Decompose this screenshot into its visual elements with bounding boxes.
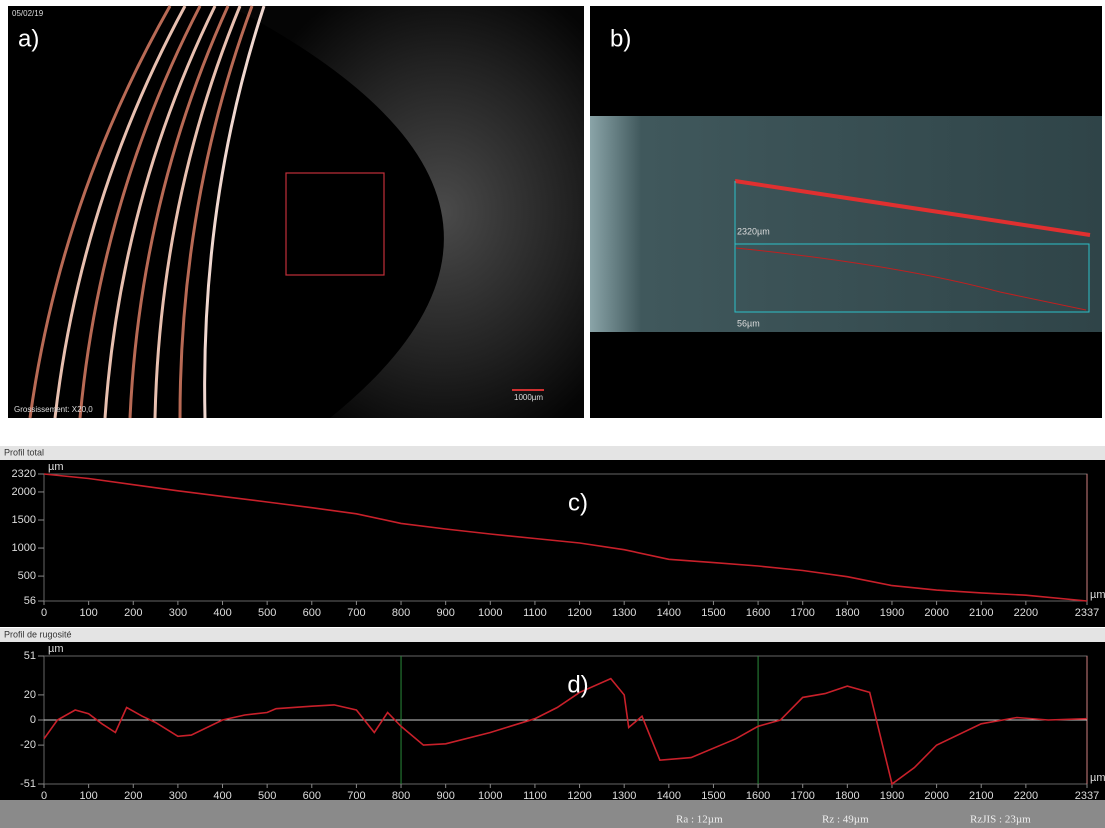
x-tick-label: 2000 [924, 790, 948, 802]
x-tick-label: 200 [124, 790, 142, 802]
x-tick-label: 0 [41, 790, 47, 802]
profile-line [43, 677, 1088, 786]
x-tick-label: 1600 [746, 790, 770, 802]
y-unit: µm [48, 643, 64, 655]
profile-trace [735, 247, 1087, 311]
y-tick-label: 51 [24, 650, 36, 662]
x-unit: µm [1090, 772, 1105, 784]
x-tick-label: 800 [392, 790, 410, 802]
x-tick-label: 1000 [478, 790, 502, 802]
x-tick-label: 500 [258, 790, 276, 802]
profile-line [43, 473, 1088, 602]
chart-bg [0, 642, 1105, 810]
section-title: Profil de rugosité [4, 629, 72, 639]
x-tick-label: 2337 [1075, 607, 1099, 619]
x-tick-label: 1700 [790, 790, 814, 802]
x-tick-label: 1300 [612, 790, 636, 802]
x-tick-label: 500 [258, 607, 276, 619]
x-tick-label: 1400 [657, 790, 681, 802]
chart-bg [0, 460, 1105, 627]
x-tick-label: 1100 [523, 790, 547, 802]
y-tick-label: -51 [20, 778, 36, 790]
x-tick-label: 1800 [835, 607, 859, 619]
zoom-box [285, 172, 385, 276]
copper-rings [28, 5, 266, 419]
x-tick-label: 1200 [567, 607, 591, 619]
profile-box [734, 243, 1090, 313]
length-label: 2320µm [737, 226, 770, 236]
x-tick-label: 400 [213, 607, 231, 619]
rz: Rz : 49µm [822, 814, 869, 826]
panel-label: d) [567, 671, 588, 698]
x-tick-label: 1900 [880, 790, 904, 802]
x-tick-label: 1700 [790, 607, 814, 619]
x-tick-label: 2100 [969, 607, 993, 619]
x-tick-label: 800 [392, 607, 410, 619]
gap [0, 420, 1105, 446]
panel-label: c) [568, 489, 588, 516]
x-tick-label: 300 [169, 790, 187, 802]
y-tick-label: 0 [30, 714, 36, 726]
y-tick-label: -20 [20, 739, 36, 751]
y-tick-label: 2000 [12, 486, 36, 498]
section-title: Profil total [4, 447, 44, 457]
panel-b: b) 2320µm 56µm [590, 6, 1102, 418]
x-tick-label: 2100 [969, 790, 993, 802]
x-tick-label: 100 [79, 607, 97, 619]
panel-a: 05/02/19 a) Grossissement: X20,0 1000µm [8, 5, 584, 419]
x-tick-label: 1100 [523, 607, 547, 619]
x-tick-label: 0 [41, 607, 47, 619]
x-tick-label: 600 [303, 607, 321, 619]
x-tick-label: 700 [347, 607, 365, 619]
x-tick-label: 1800 [835, 790, 859, 802]
x-tick-label: 2337 [1075, 790, 1099, 802]
y-tick-label: 1000 [12, 542, 36, 554]
x-tick-label: 2000 [924, 607, 948, 619]
y-unit: µm [48, 461, 64, 473]
x-tick-label: 1900 [880, 607, 904, 619]
y-tick-label: 56 [24, 595, 36, 607]
x-tick-label: 900 [436, 607, 454, 619]
magnification: Grossissement: X20,0 [14, 405, 93, 414]
x-tick-label: 300 [169, 607, 187, 619]
panel-label: a) [18, 25, 39, 52]
x-tick-label: 1500 [701, 607, 725, 619]
x-tick-label: 200 [124, 607, 142, 619]
section-bar [0, 628, 1105, 642]
x-tick-label: 2200 [1014, 790, 1038, 802]
section-bar [0, 446, 1105, 460]
y-tick-label: 20 [24, 689, 36, 701]
scale-bar-label: 1000µm [514, 393, 543, 402]
measure-arrow [734, 179, 1091, 237]
x-tick-label: 1500 [701, 790, 725, 802]
x-unit: µm [1090, 589, 1105, 601]
date: 05/02/19 [12, 9, 44, 18]
x-tick-label: 400 [213, 790, 231, 802]
x-tick-label: 1300 [612, 607, 636, 619]
y-tick-label: 500 [18, 570, 36, 582]
x-tick-label: 700 [347, 790, 365, 802]
rzjis: RzJIS : 23µm [970, 814, 1031, 826]
x-tick-label: 600 [303, 790, 321, 802]
x-tick-label: 1000 [478, 607, 502, 619]
y-tick-label: 1500 [12, 514, 36, 526]
x-tick-label: 1400 [657, 607, 681, 619]
ra: Ra : 12µm [676, 814, 723, 826]
y-tick-label: 2320 [12, 468, 36, 480]
x-tick-label: 1200 [567, 790, 591, 802]
metal-surface [230, 6, 584, 418]
depth-label: 56µm [737, 318, 760, 328]
panel-label: b) [610, 25, 631, 52]
footer-bar [0, 800, 1105, 828]
x-tick-label: 100 [79, 790, 97, 802]
x-tick-label: 1600 [746, 607, 770, 619]
x-tick-label: 2200 [1014, 607, 1038, 619]
x-tick-label: 900 [436, 790, 454, 802]
